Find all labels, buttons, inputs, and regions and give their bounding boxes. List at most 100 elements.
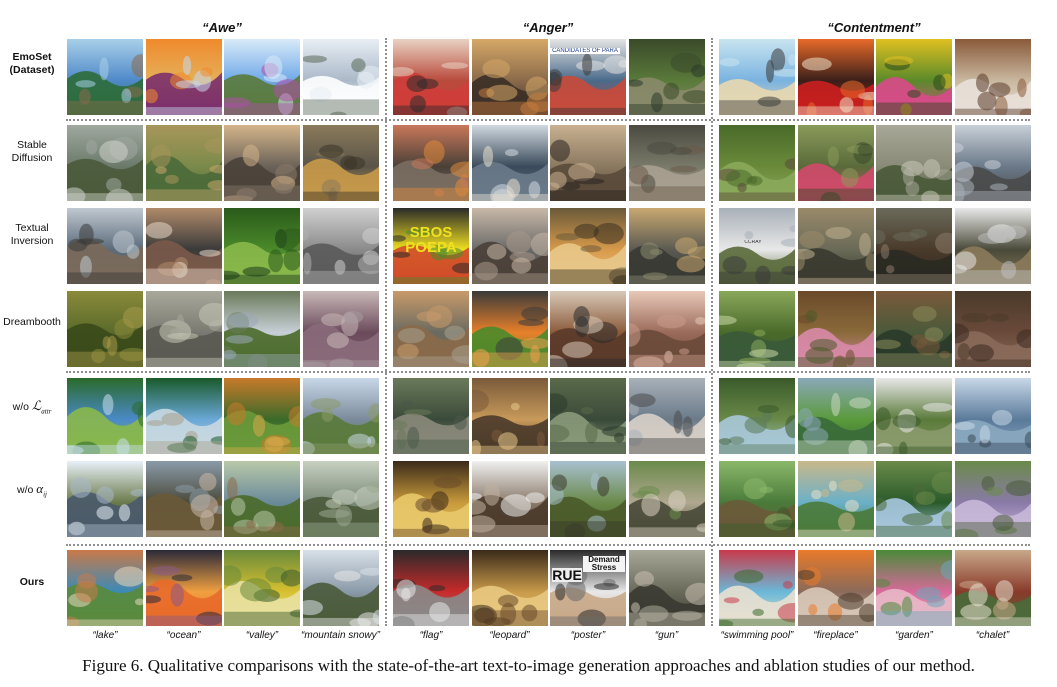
in-image-text: RUE [552, 568, 582, 582]
image-tile [719, 208, 795, 284]
image-tile [954, 550, 1031, 626]
row-separator [66, 371, 1030, 373]
image-tile [145, 39, 222, 115]
thumbnail-image [67, 378, 143, 454]
thumbnail-image [797, 378, 874, 454]
row-label: Textual Inversion [10, 222, 54, 247]
thumbnail-image [719, 550, 795, 626]
image-tile [471, 461, 548, 537]
in-image-text: Demand Stress [583, 556, 625, 572]
thumbnail-image [145, 291, 222, 367]
image-tile [797, 461, 874, 537]
in-image-text: CANDIDATES OF PARA [550, 48, 620, 54]
image-tile [876, 461, 952, 537]
image-tile [876, 378, 952, 454]
thumbnail-image [224, 461, 300, 537]
thumbnail-image [876, 208, 952, 284]
thumbnail-image [954, 39, 1031, 115]
image-tile [628, 461, 705, 537]
thumbnail-image [719, 378, 795, 454]
thumbnail-image [67, 125, 143, 201]
image-tile [67, 291, 143, 367]
image-tile [67, 125, 143, 201]
thumbnail-image [550, 461, 626, 537]
image-tile [145, 461, 222, 537]
thumbnail-image [797, 208, 874, 284]
thumbnail-image [302, 550, 379, 626]
thumbnail-image [302, 461, 379, 537]
thumbnail-image [876, 378, 952, 454]
thumbnail-image [393, 378, 469, 454]
image-tile [719, 461, 795, 537]
image-tile [954, 461, 1031, 537]
thumbnail-image [954, 550, 1031, 626]
image-tile [719, 125, 795, 201]
image-tile [550, 291, 626, 367]
prompt-caption: “ocean” [166, 630, 201, 641]
image-tile [224, 550, 300, 626]
thumbnail-image [719, 461, 795, 537]
image-tile [954, 291, 1031, 367]
thumbnail-image [302, 39, 379, 115]
thumbnail-image [876, 291, 952, 367]
image-tile [628, 378, 705, 454]
group-separator [711, 38, 713, 626]
row-label: w/o αij [17, 481, 47, 499]
thumbnail-image [550, 378, 626, 454]
thumbnail-image [628, 378, 705, 454]
thumbnail-image [954, 461, 1031, 537]
thumbnail-image [719, 39, 795, 115]
image-tile [471, 208, 548, 284]
thumbnail-image [67, 208, 143, 284]
image-tile [797, 39, 874, 115]
row-separator [66, 544, 1030, 546]
thumbnail-image [145, 550, 222, 626]
thumbnail-image [471, 39, 548, 115]
image-tile [471, 125, 548, 201]
row-separator [66, 119, 1030, 121]
image-tile [67, 39, 143, 115]
thumbnail-image [797, 461, 874, 537]
prompt-caption: “mountain snowy” [301, 630, 380, 641]
column-title: “Anger” [522, 20, 574, 35]
image-tile [393, 461, 469, 537]
image-tile [954, 378, 1031, 454]
thumbnail-image [954, 125, 1031, 201]
thumbnail-image [876, 550, 952, 626]
thumbnail-image [471, 291, 548, 367]
thumbnail-image [224, 291, 300, 367]
image-tile [628, 208, 705, 284]
thumbnail-image [628, 125, 705, 201]
thumbnail-image [471, 461, 548, 537]
image-tile [797, 550, 874, 626]
image-tile [628, 39, 705, 115]
image-tile [302, 378, 379, 454]
image-tile [67, 208, 143, 284]
thumbnail-image [876, 461, 952, 537]
image-tile [145, 125, 222, 201]
image-tile [393, 378, 469, 454]
image-tile [471, 550, 548, 626]
image-tile [876, 208, 952, 284]
thumbnail-image [224, 39, 300, 115]
thumbnail-image [628, 461, 705, 537]
image-tile [224, 39, 300, 115]
thumbnail-image [393, 39, 469, 115]
image-tile [628, 125, 705, 201]
thumbnail-image [550, 125, 626, 201]
thumbnail-image [393, 208, 469, 284]
row-label: Stable Diffusion [11, 139, 53, 164]
thumbnail-image [719, 125, 795, 201]
image-tile [471, 39, 548, 115]
image-tile [876, 291, 952, 367]
thumbnail-image [145, 208, 222, 284]
image-tile [224, 125, 300, 201]
image-tile [393, 208, 469, 284]
in-image-text: SBOS POEPA [405, 225, 457, 255]
thumbnail-image [224, 378, 300, 454]
image-tile [224, 291, 300, 367]
image-tile [145, 291, 222, 367]
thumbnail-image [628, 291, 705, 367]
image-tile [876, 39, 952, 115]
image-tile [393, 291, 469, 367]
